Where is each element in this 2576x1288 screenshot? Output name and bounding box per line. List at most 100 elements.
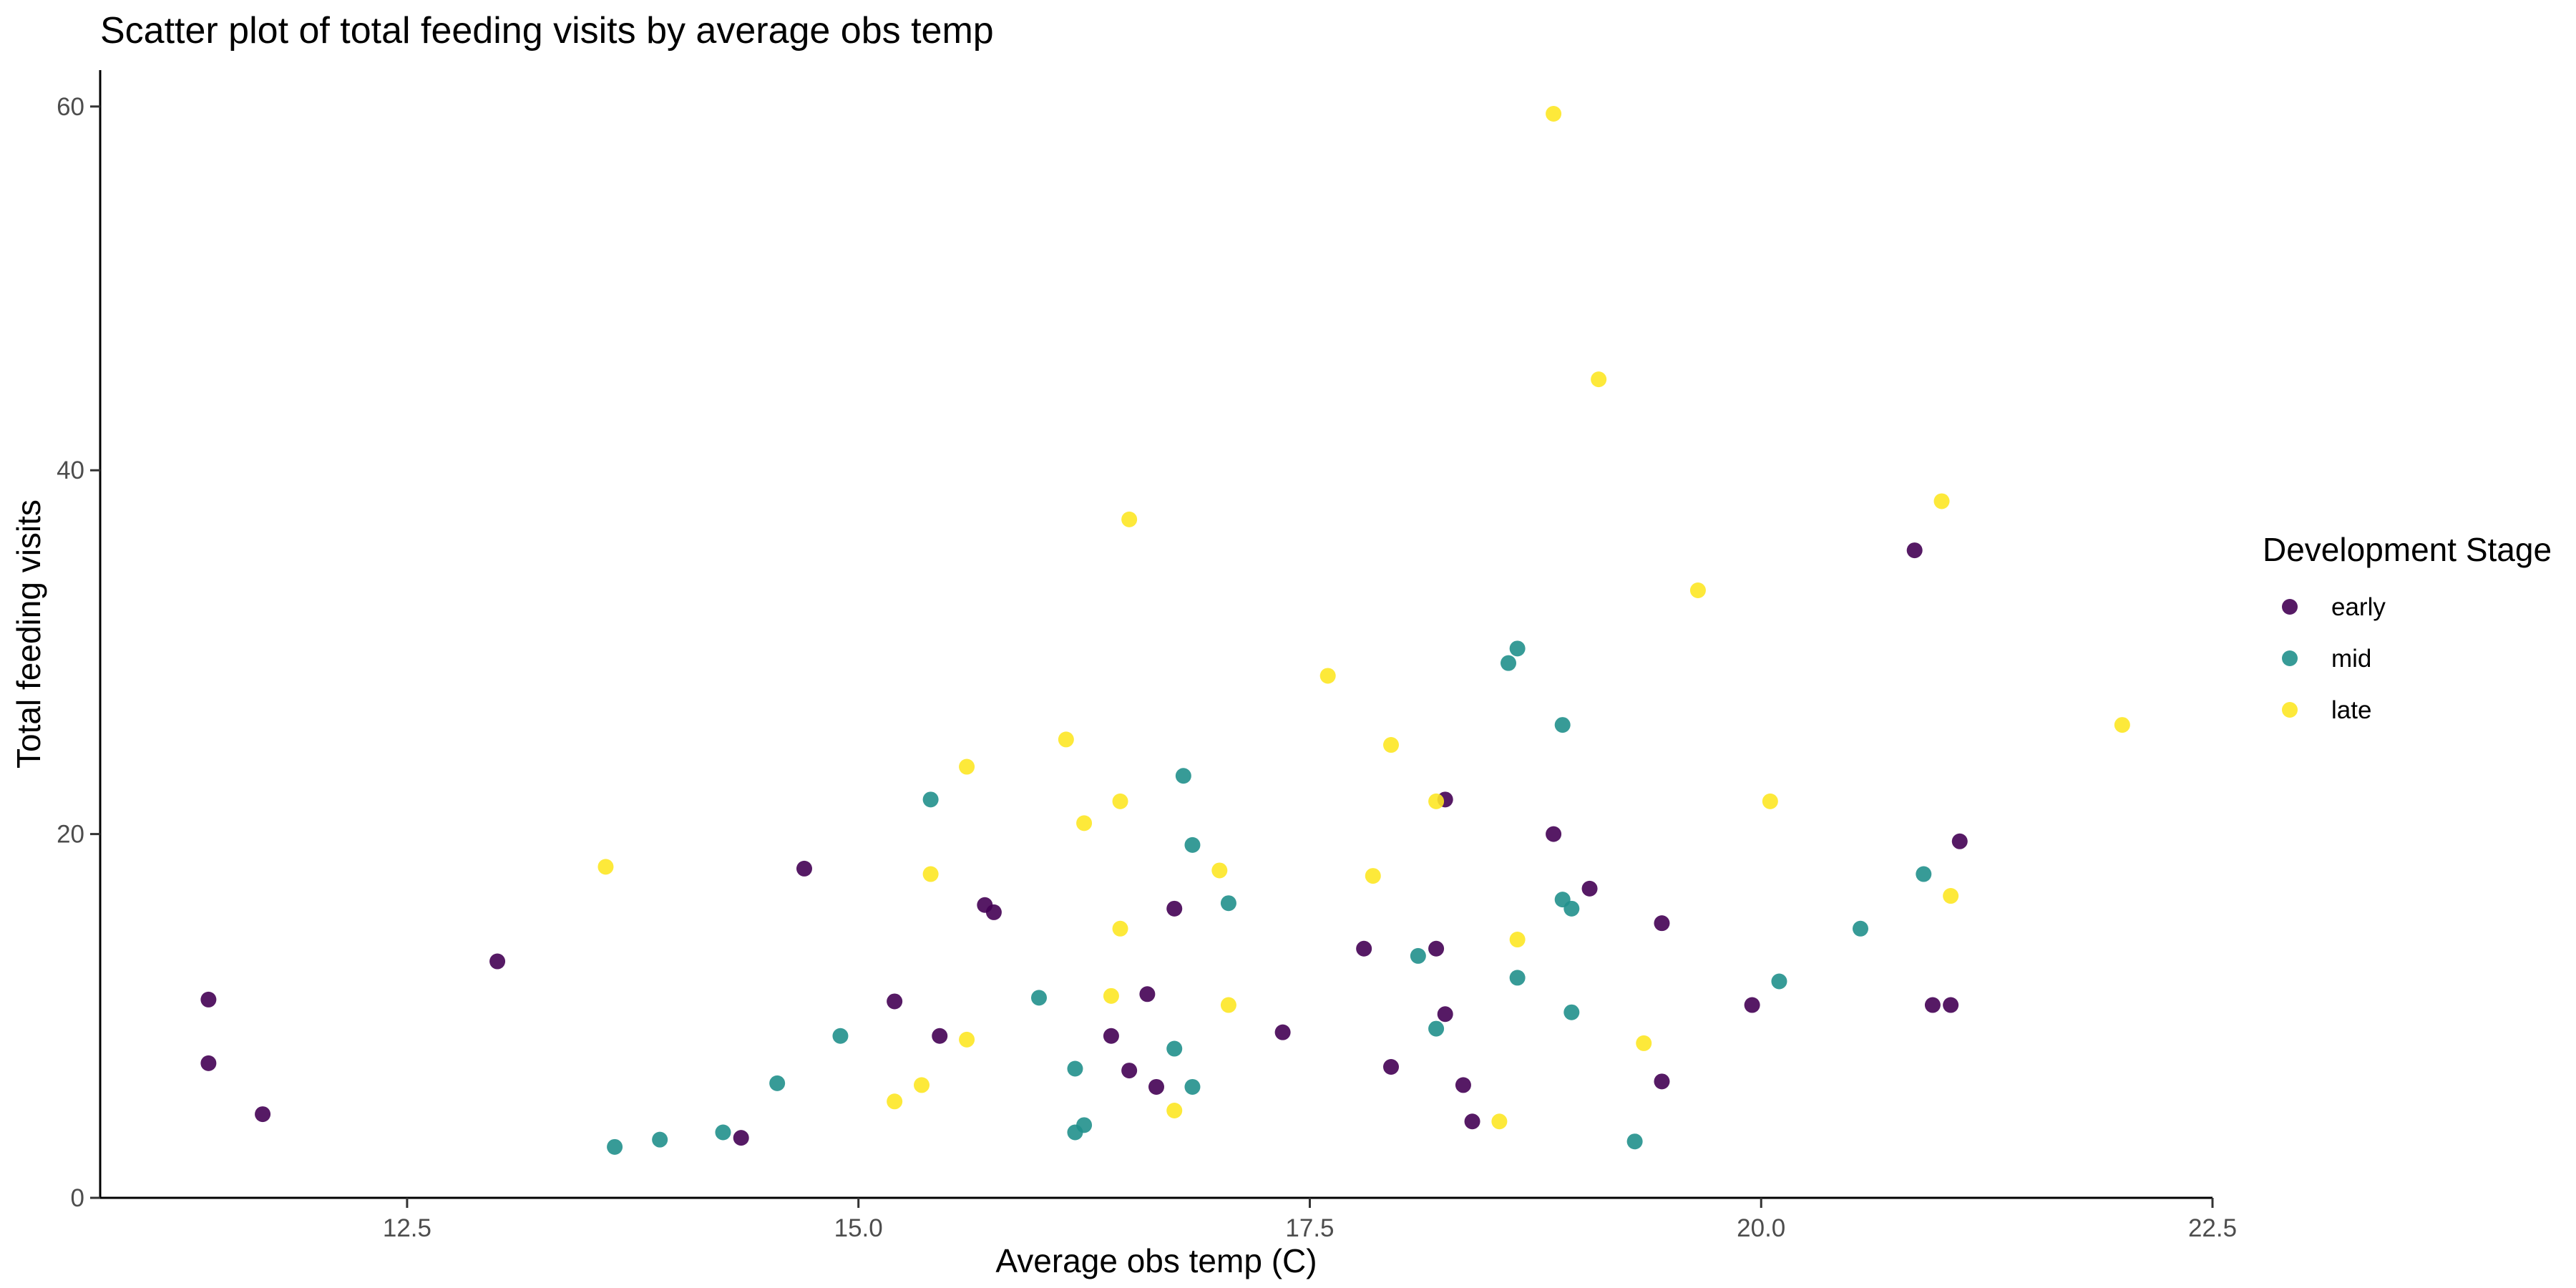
y-tick-label: 40: [57, 457, 84, 484]
x-axis-ticks: 12.5 15.0 17.5 20.0 22.5: [383, 1198, 2237, 1242]
data-point-mid: [1184, 1078, 1201, 1095]
y-tick-label: 20: [57, 821, 84, 849]
data-point-late: [1112, 920, 1128, 937]
data-point-late: [959, 758, 975, 775]
data-point-late: [1103, 987, 1119, 1004]
data-point-mid: [922, 791, 939, 808]
data-point-late: [1509, 932, 1526, 948]
data-point-mid: [1554, 717, 1571, 733]
data-point-early: [1274, 1024, 1291, 1040]
data-point-mid: [1220, 895, 1236, 912]
data-point-mid: [1067, 1060, 1083, 1077]
x-axis-title: Average obs temp (C): [995, 1242, 1317, 1279]
data-point-late: [1319, 668, 1336, 684]
data-point-mid: [1501, 655, 1516, 671]
data-point-early: [1581, 880, 1598, 897]
data-point-late: [914, 1077, 930, 1093]
data-point-late: [1166, 1102, 1183, 1118]
data-point-early: [1464, 1113, 1480, 1130]
data-point-mid: [1184, 836, 1201, 853]
plot-area: [200, 106, 2130, 1155]
y-axis-title: Total feeding visits: [10, 499, 47, 769]
data-point-late: [1428, 793, 1445, 809]
data-point-mid: [1509, 640, 1526, 657]
data-point-early: [1654, 1073, 1670, 1090]
data-point-early: [1356, 940, 1372, 957]
data-point-late: [1546, 106, 1562, 122]
legend-label-mid: mid: [2331, 645, 2371, 673]
data-point-mid: [1410, 947, 1426, 964]
data-point-mid: [1563, 900, 1580, 917]
data-point-late: [959, 1031, 975, 1048]
data-point-late: [1591, 371, 1607, 388]
data-point-mid: [1853, 920, 1868, 937]
data-point-late: [1383, 737, 1399, 753]
data-point-early: [796, 860, 812, 877]
series-mid: [607, 640, 1932, 1155]
x-tick-label: 15.0: [834, 1214, 883, 1242]
series-late: [597, 106, 2130, 1130]
legend-item-mid: mid: [2282, 645, 2371, 673]
data-point-mid: [1166, 1040, 1183, 1057]
data-point-mid: [1509, 970, 1526, 986]
y-tick-label: 60: [57, 93, 84, 121]
data-point-late: [1058, 731, 1074, 748]
data-point-late: [887, 1093, 903, 1110]
data-point-late: [1762, 793, 1778, 809]
legend-item-late: late: [2282, 696, 2371, 724]
data-point-early: [1906, 542, 1923, 559]
x-tick-label: 12.5: [383, 1214, 431, 1242]
data-point-early: [985, 904, 1002, 920]
data-point-early: [1148, 1078, 1164, 1095]
data-point-late: [1636, 1035, 1652, 1051]
data-point-late: [1121, 511, 1138, 527]
x-tick-label: 20.0: [1737, 1214, 1785, 1242]
legend-item-early: early: [2282, 593, 2386, 621]
legend-key-late: [2282, 702, 2298, 718]
data-point-mid: [1076, 1117, 1093, 1133]
data-point-early: [1546, 826, 1562, 842]
data-point-mid: [1175, 768, 1191, 784]
data-point-late: [1689, 582, 1706, 598]
data-point-mid: [1916, 866, 1932, 882]
data-point-late: [1076, 815, 1093, 831]
data-point-early: [932, 1028, 948, 1044]
data-point-mid: [715, 1124, 731, 1141]
data-point-mid: [1428, 1020, 1445, 1037]
data-point-early: [1139, 986, 1156, 1002]
data-point-early: [1437, 1006, 1453, 1023]
data-point-late: [922, 866, 939, 882]
data-point-early: [1166, 900, 1183, 917]
data-point-early: [1744, 997, 1760, 1013]
data-point-early: [200, 991, 217, 1008]
x-tick-label: 22.5: [2188, 1214, 2237, 1242]
data-point-early: [1455, 1077, 1471, 1093]
data-point-late: [1211, 862, 1228, 879]
data-point-early: [1924, 997, 1941, 1013]
legend-label-late: late: [2331, 696, 2371, 724]
data-point-early: [1943, 997, 1959, 1013]
data-point-late: [1933, 493, 1950, 509]
data-point-late: [1943, 888, 1959, 904]
data-point-early: [489, 953, 506, 970]
data-point-early: [1103, 1028, 1119, 1044]
data-point-early: [255, 1106, 271, 1123]
data-point-early: [1121, 1063, 1138, 1079]
data-point-early: [1383, 1058, 1399, 1075]
data-point-late: [1491, 1113, 1508, 1130]
data-point-late: [1112, 793, 1128, 809]
data-point-mid: [1626, 1133, 1643, 1150]
data-point-mid: [652, 1131, 668, 1148]
data-point-mid: [607, 1138, 623, 1155]
legend-label-early: early: [2331, 593, 2386, 621]
chart-title: Scatter plot of total feeding visits by …: [100, 10, 994, 52]
data-point-late: [597, 859, 614, 875]
data-point-early: [733, 1130, 749, 1146]
legend-key-early: [2282, 599, 2298, 615]
legend-key-mid: [2282, 650, 2298, 666]
y-axis-ticks: 0 20 40 60: [57, 93, 100, 1212]
data-point-early: [1654, 915, 1670, 932]
data-point-early: [1428, 940, 1445, 957]
data-point-mid: [1563, 1004, 1580, 1020]
